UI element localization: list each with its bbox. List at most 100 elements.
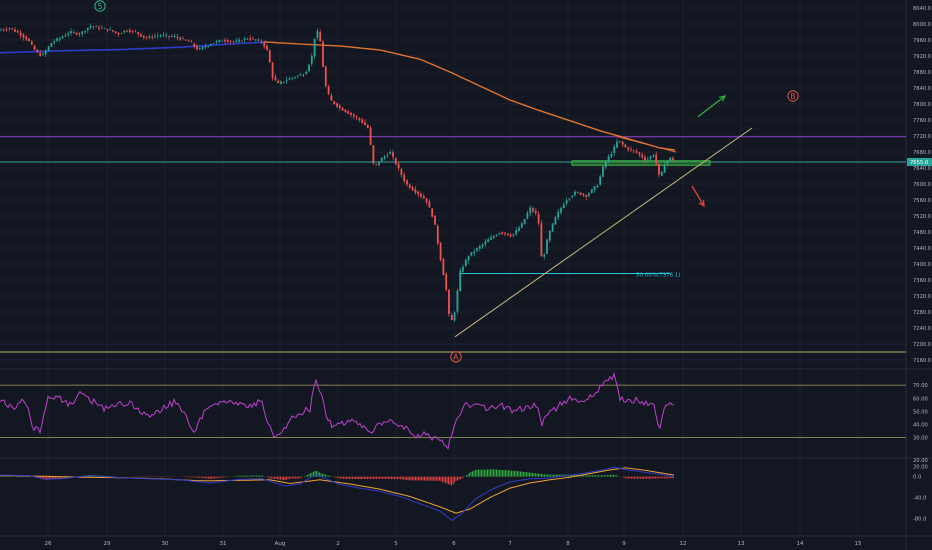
candle	[347, 110, 350, 115]
candle-body	[246, 38, 249, 40]
candle	[361, 117, 364, 125]
candle	[464, 258, 467, 268]
candle	[540, 220, 543, 257]
candle	[156, 32, 159, 39]
candle-body	[14, 29, 16, 32]
candle-body	[394, 158, 397, 165]
candle-body	[274, 76, 277, 80]
candle	[86, 27, 89, 34]
candle-body	[338, 105, 341, 108]
candle	[386, 152, 389, 158]
candle-body	[100, 27, 103, 29]
candle-body	[380, 158, 383, 162]
candle-body	[350, 112, 352, 115]
candle-body	[378, 161, 380, 166]
candle-body	[47, 46, 50, 51]
candle-body	[170, 36, 173, 37]
candle	[330, 93, 333, 101]
candle-body	[478, 246, 481, 249]
candle-body	[439, 242, 442, 261]
candle-body	[184, 39, 187, 41]
candle-body	[120, 33, 123, 34]
candle	[414, 186, 417, 195]
candle	[397, 161, 400, 172]
candle	[302, 73, 305, 78]
candle	[338, 103, 341, 111]
rsi-line	[0, 371, 675, 450]
candle	[201, 46, 204, 51]
candle-body	[28, 38, 30, 42]
candle-body	[44, 50, 47, 55]
rsi-tick-label: 20.00	[913, 458, 928, 464]
candle-body	[16, 31, 19, 33]
candle	[422, 193, 425, 199]
candle-body	[142, 35, 145, 38]
x-tick-label: 9	[622, 541, 626, 547]
candle	[498, 232, 501, 235]
rsi-tick-label: 40.00	[913, 423, 928, 429]
candle-body	[198, 48, 201, 49]
candle	[266, 43, 268, 52]
candle	[2, 28, 5, 32]
candle-body	[260, 41, 263, 43]
candle	[576, 190, 579, 194]
candle-body	[613, 146, 616, 153]
candle-body	[36, 49, 39, 53]
candle	[574, 190, 576, 197]
support-zone	[571, 160, 711, 166]
candle-body	[344, 109, 347, 113]
candle	[408, 183, 411, 190]
price-tick-label: 7600.0	[913, 182, 931, 188]
candle	[495, 233, 498, 237]
arrow-shaft	[691, 185, 705, 207]
candle-body	[624, 144, 627, 148]
candle-body	[414, 189, 417, 193]
candle	[565, 197, 568, 206]
x-tick-label: 8	[566, 541, 570, 547]
x-tick-label: 7	[508, 541, 512, 547]
candle-body	[450, 315, 453, 321]
price-tick-label: 7720.0	[913, 134, 931, 140]
candle-body	[218, 39, 221, 42]
candle	[327, 84, 330, 95]
candle-body	[512, 234, 515, 236]
candle	[36, 48, 39, 54]
price-tick-label: 7320.0	[913, 294, 931, 300]
candle	[672, 156, 674, 162]
candle-body	[571, 195, 574, 198]
candle	[602, 165, 604, 178]
candle	[439, 241, 442, 262]
candle	[627, 146, 630, 152]
candle-body	[596, 185, 599, 188]
candle	[537, 211, 540, 226]
candle-body	[336, 103, 338, 107]
x-tick-label: 14	[797, 541, 804, 547]
candle	[394, 157, 397, 166]
candle-body	[420, 193, 422, 197]
candle-body	[361, 119, 364, 123]
candle	[19, 29, 22, 39]
candle-body	[210, 44, 212, 46]
candle-body	[588, 193, 590, 196]
candle-body	[632, 150, 635, 151]
candle-body	[25, 36, 28, 40]
candle-body	[649, 156, 652, 159]
candle-body	[456, 290, 459, 312]
candle	[607, 153, 610, 164]
candle-body	[655, 154, 658, 164]
candle	[117, 31, 120, 37]
candle	[534, 208, 537, 216]
candle	[162, 31, 165, 38]
candle	[100, 25, 103, 29]
price-tick-label: 7520.0	[913, 214, 931, 220]
candle	[204, 43, 207, 50]
candle	[551, 223, 554, 233]
candle	[436, 224, 439, 246]
candle-body	[646, 158, 649, 160]
x-tick-label: 13	[738, 541, 745, 547]
candle-body	[652, 155, 655, 157]
candle-body	[291, 77, 294, 79]
candle-body	[473, 251, 476, 254]
candle-body	[324, 66, 327, 87]
candle	[310, 53, 313, 67]
